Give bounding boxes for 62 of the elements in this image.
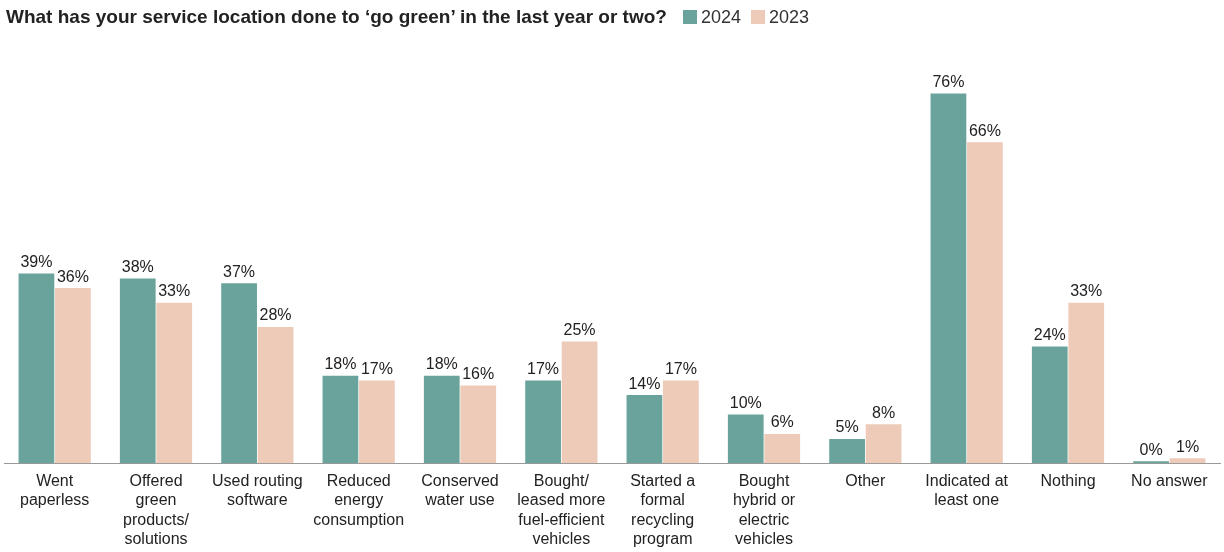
bar <box>257 327 294 464</box>
data-label: 18% <box>425 355 458 373</box>
data-label: 16% <box>462 364 495 382</box>
bar <box>156 302 193 464</box>
data-label: 17% <box>527 359 560 377</box>
data-label: 18% <box>324 355 357 373</box>
data-label: 36% <box>56 267 89 285</box>
bar <box>322 375 359 464</box>
legend-label: 2023 <box>767 6 810 28</box>
data-label: 5% <box>835 418 859 436</box>
data-label: 28% <box>259 306 292 324</box>
bar <box>727 414 764 464</box>
bar <box>119 278 156 464</box>
data-label: 17% <box>664 359 697 377</box>
data-label: 24% <box>1033 325 1066 343</box>
legend-label: 2024 <box>699 6 741 28</box>
x-tick-label: Nothing <box>1040 472 1096 490</box>
bar <box>764 434 801 464</box>
data-label: 39% <box>20 252 53 270</box>
x-tick-label: Bought hybrid or electric vehicles <box>732 472 796 547</box>
data-label: 76% <box>932 72 965 90</box>
bar <box>561 341 598 464</box>
bar <box>423 375 460 464</box>
data-label: 25% <box>563 321 596 339</box>
x-tick-label: Other <box>845 472 887 490</box>
bar <box>930 93 967 464</box>
x-tick-label: Offered green products/ solutions <box>123 472 190 547</box>
bar <box>1169 458 1206 464</box>
data-label: 1% <box>1176 437 1200 455</box>
x-tick-label: Conserved water use <box>421 472 499 509</box>
bar <box>55 288 91 464</box>
bar <box>460 385 497 464</box>
x-tick-label: Used routing software <box>211 472 303 509</box>
x-tick-label: Started a formal recycling program <box>630 472 696 547</box>
bar <box>359 380 395 464</box>
bar <box>967 142 1003 464</box>
bar <box>221 283 257 464</box>
bar <box>1031 346 1068 464</box>
x-tick-label: Reduced energy consumption <box>313 472 405 528</box>
bar <box>865 424 902 464</box>
data-label: 17% <box>360 359 393 377</box>
data-label: 10% <box>729 393 762 411</box>
data-label: 8% <box>872 403 896 421</box>
data-label: 33% <box>1070 282 1103 300</box>
bar <box>525 380 561 464</box>
x-tick-label: No answer <box>1131 472 1209 490</box>
bar <box>1068 302 1105 464</box>
data-label: 14% <box>628 374 661 392</box>
data-label: 66% <box>968 121 1001 139</box>
bar <box>829 438 865 464</box>
bar <box>18 273 55 464</box>
chart-title: What has your service location done to ‘go green’ in the last year or two? <box>6 6 667 28</box>
data-label: 6% <box>770 413 794 431</box>
data-label: 0% <box>1139 440 1163 458</box>
x-tick-label: Indicated at least one <box>925 472 1009 509</box>
bar <box>626 395 663 464</box>
data-label: 38% <box>121 257 154 275</box>
data-label: 37% <box>223 262 256 280</box>
x-tick-label: Went paperless <box>19 472 90 509</box>
x-tick-label: Bought/ leased more fuel-efficient vehicles <box>517 472 606 547</box>
bar <box>663 380 699 464</box>
data-label: 33% <box>158 282 191 300</box>
